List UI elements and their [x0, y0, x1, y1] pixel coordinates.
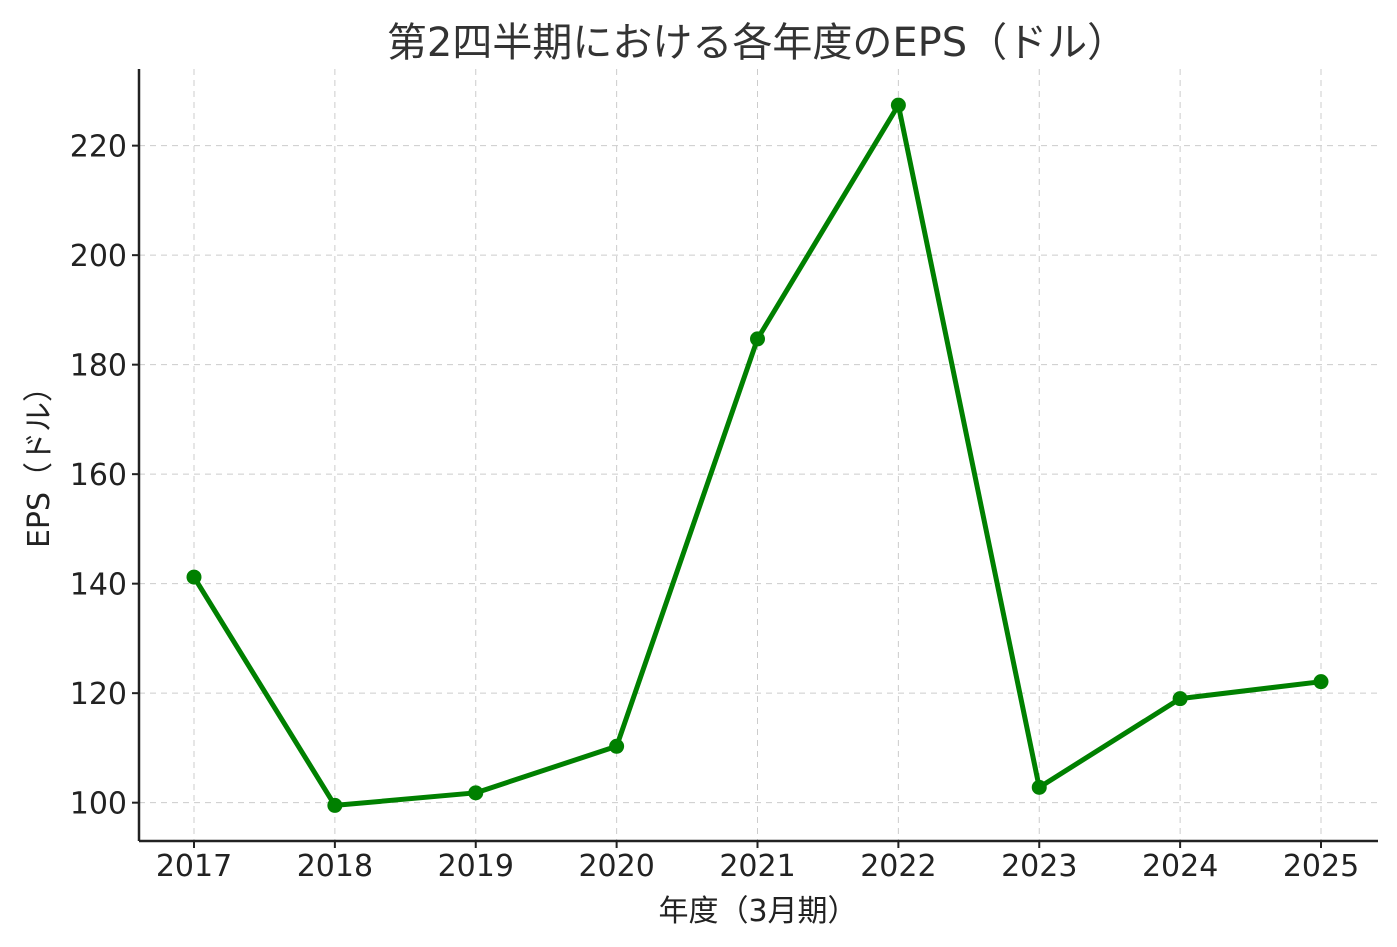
y-tick-label: 140 [70, 568, 127, 603]
axes [137, 69, 1378, 843]
x-tick-label: 2021 [719, 849, 795, 884]
x-tick-label: 2025 [1283, 849, 1359, 884]
x-tick-label: 2023 [1001, 849, 1077, 884]
y-tick-label: 200 [70, 239, 127, 274]
tick-marks [132, 144, 1322, 848]
x-tick-label: 2020 [578, 849, 654, 884]
y-axis-label: EPS（ドル） [22, 372, 57, 548]
x-tick-label: 2019 [438, 849, 514, 884]
chart-title: 第2四半期における各年度のEPS（ドル） [387, 20, 1127, 66]
y-tick-label: 120 [70, 677, 127, 712]
x-axis-label: 年度（3月期） [658, 894, 857, 929]
data-point [1313, 674, 1329, 690]
y-tick-label: 160 [70, 458, 127, 493]
data-point [468, 785, 484, 801]
x-tick-label: 2024 [1142, 849, 1218, 884]
tick-labels: 2017 2018 2019 2020 2021 2022 2023 2024 2025 100 1… [70, 130, 1359, 884]
data-point [186, 569, 202, 585]
series-layer [186, 97, 1329, 813]
y-tick-label: 180 [70, 349, 127, 384]
x-tick-label: 2018 [297, 849, 373, 884]
grid-lines [139, 69, 1378, 841]
data-point [890, 97, 906, 113]
data-point [750, 331, 765, 347]
x-tick-label: 2022 [860, 849, 936, 884]
data-point [1172, 691, 1188, 707]
data-point [327, 797, 343, 813]
x-tick-label: 2017 [156, 849, 232, 884]
y-tick-label: 100 [70, 787, 127, 822]
data-point [609, 738, 625, 754]
y-tick-label: 220 [70, 130, 127, 165]
data-point [1031, 779, 1047, 795]
